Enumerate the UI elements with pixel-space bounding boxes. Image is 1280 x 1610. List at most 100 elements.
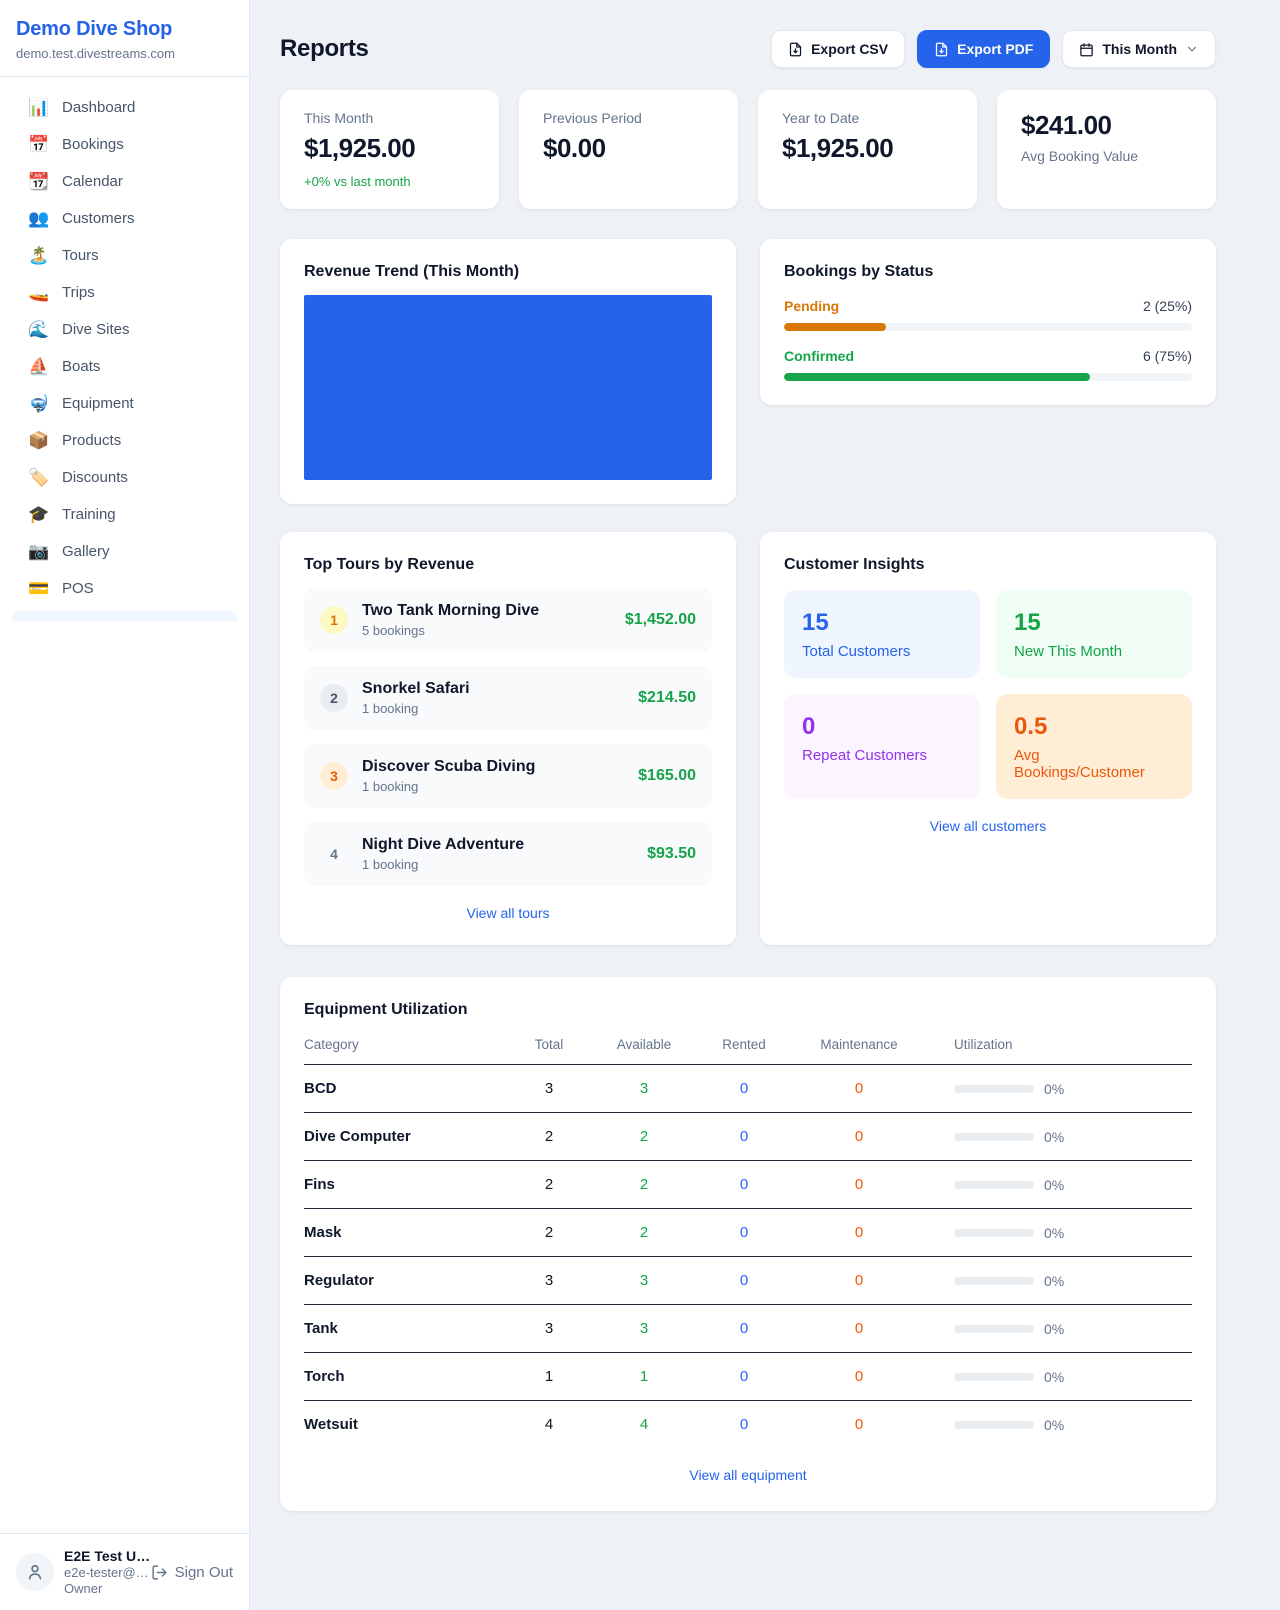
sidebar-item-discounts[interactable]: 🏷️ Discounts [12, 459, 237, 496]
sidebar-item-label: POS [62, 580, 94, 597]
sidebar-item-boats[interactable]: ⛵ Boats [12, 348, 237, 385]
equipment-category: Dive Computer [304, 1128, 411, 1145]
table-row: Regulator 3 3 0 0 0% [304, 1257, 1192, 1305]
top-tours-title: Top Tours by Revenue [304, 556, 475, 573]
utilization-percent: 0% [1044, 1176, 1065, 1193]
equipment-category: Torch [304, 1368, 345, 1385]
equipment-table: Category Total Available Rented Maintena… [304, 1037, 1192, 1448]
page-header: Reports Export CSV Export PDF [280, 30, 1216, 68]
equipment-rented: 0 [739, 1416, 749, 1433]
utilization-bar [954, 1276, 1034, 1285]
equipment-category: Wetsuit [304, 1416, 358, 1433]
sidebar-item-label: Customers [62, 210, 135, 227]
equipment-available: 2 [639, 1224, 649, 1241]
equipment-maintenance: 0 [854, 1320, 864, 1337]
sidebar-item-calendar[interactable]: 📆 Calendar [12, 163, 237, 200]
table-row: Torch 1 1 0 0 0% [304, 1353, 1192, 1401]
period-dropdown[interactable]: This Month [1062, 30, 1216, 68]
utilization-percent: 0% [1044, 1272, 1065, 1289]
insight-label: Avg Bookings/Customer [1014, 747, 1145, 781]
view-all-equipment-link[interactable]: View all equipment [689, 1467, 807, 1483]
tour-amount: $93.50 [647, 845, 696, 862]
stat-card-this-month: This Month $1,925.00 +0% vs last month [280, 90, 499, 209]
tour-amount: $214.50 [638, 689, 696, 706]
table-row: Wetsuit 4 4 0 0 0% [304, 1401, 1192, 1448]
revenue-trend-card: Revenue Trend (This Month) [280, 239, 736, 504]
utilization-bar [954, 1132, 1034, 1141]
insight-label: Total Customers [802, 643, 911, 660]
sidebar-item-gallery[interactable]: 📷 Gallery [12, 533, 237, 570]
tag-icon: 🏷️ [28, 468, 50, 487]
sidebar-item-reports-selected-clipped[interactable] [12, 611, 237, 621]
sidebar-item-label: Products [62, 432, 122, 449]
equipment-available: 1 [639, 1368, 649, 1385]
insight-repeat-customers: 0 Repeat Customers [784, 694, 980, 799]
insight-label: New This Month [1014, 643, 1123, 660]
sidebar-item-label: Trips [62, 284, 95, 301]
equipment-rented: 0 [739, 1272, 749, 1289]
export-csv-label: Export CSV [811, 41, 889, 57]
header-actions: Export CSV Export PDF This Month [771, 30, 1216, 68]
sidebar-item-trips[interactable]: 🚤 Trips [12, 274, 237, 311]
insights-grid: 15 Total Customers 15 New This Month 0 R… [784, 590, 1192, 799]
customers-icon: 👥 [28, 209, 50, 228]
sidebar-item-tours[interactable]: 🏝️ Tours [12, 237, 237, 274]
equipment-total: 4 [544, 1416, 554, 1433]
chevron-down-icon [1187, 46, 1197, 52]
sidebar-item-products[interactable]: 📦 Products [12, 422, 237, 459]
export-csv-button[interactable]: Export CSV [771, 30, 906, 68]
utilization-percent: 0% [1044, 1320, 1065, 1337]
equipment-rented: 0 [739, 1080, 749, 1097]
sidebar-item-label: Dashboard [62, 99, 136, 116]
equipment-maintenance: 0 [854, 1272, 864, 1289]
equipment-utilization-card: Equipment Utilization Category Total Ava… [280, 977, 1216, 1511]
insight-new-this-month: 15 New This Month [996, 590, 1192, 678]
file-download-icon [935, 42, 948, 56]
insight-avg-bookings-per-customer: 0.5 Avg Bookings/Customer [996, 694, 1192, 799]
status-progress-fill [784, 323, 886, 331]
insight-value: 15 [802, 609, 829, 636]
sidebar-item-training[interactable]: 🎓 Training [12, 496, 237, 533]
utilization-bar [954, 1372, 1034, 1381]
sidebar-item-label: Dive Sites [62, 321, 130, 338]
tour-row: 3 Discover Scuba Diving 1 booking $165.0… [304, 744, 712, 808]
equipment-category: Fins [304, 1176, 335, 1193]
tour-name: Two Tank Morning Dive [362, 602, 540, 619]
sidebar-item-equipment[interactable]: 🤿 Equipment [12, 385, 237, 422]
equipment-total: 3 [544, 1272, 554, 1289]
brand-block: Demo Dive Shop demo.test.divestreams.com [0, 0, 249, 77]
sidebar-item-bookings[interactable]: 📅 Bookings [12, 126, 237, 163]
sidebar-item-customers[interactable]: 👥 Customers [12, 200, 237, 237]
equipment-category: BCD [304, 1080, 337, 1097]
sidebar-item-pos[interactable]: 💳 POS [12, 570, 237, 607]
sign-out-button[interactable]: Sign Out [151, 1564, 233, 1581]
utilization-bar [954, 1084, 1034, 1093]
sidebar-item-dive-sites[interactable]: 🌊 Dive Sites [12, 311, 237, 348]
table-row: Dive Computer 2 2 0 0 0% [304, 1113, 1192, 1161]
equipment-rented: 0 [739, 1224, 749, 1241]
stat-delta: +0% vs last month [304, 174, 411, 189]
export-pdf-button[interactable]: Export PDF [917, 30, 1051, 68]
equipment-available: 2 [639, 1128, 649, 1145]
view-all-customers-link[interactable]: View all customers [929, 818, 1047, 834]
table-row: Mask 2 2 0 0 0% [304, 1209, 1192, 1257]
sidebar-item-label: Boats [62, 358, 101, 375]
tour-row: 2 Snorkel Safari 1 booking $214.50 [304, 666, 712, 730]
sidebar-item-dashboard[interactable]: 📊 Dashboard [12, 89, 237, 126]
rank-badge: 4 [330, 846, 338, 862]
sign-out-label: Sign Out [174, 1563, 233, 1581]
tour-name: Discover Scuba Diving [362, 758, 536, 775]
calendar-icon: 📆 [28, 172, 50, 191]
lists-row: Top Tours by Revenue 1 Two Tank Morning … [280, 532, 1216, 945]
status-row-pending: Pending 2 (25%) [784, 298, 1192, 331]
utilization-percent: 0% [1044, 1128, 1065, 1145]
sidebar: Demo Dive Shop demo.test.divestreams.com… [0, 0, 250, 1610]
equipment-available: 3 [639, 1080, 649, 1097]
avatar [16, 1553, 54, 1591]
view-all-tours-link[interactable]: View all tours [466, 905, 550, 921]
tour-row: 1 Two Tank Morning Dive 5 bookings $1,45… [304, 588, 712, 652]
table-row: Fins 2 2 0 0 0% [304, 1161, 1192, 1209]
equipment-rented: 0 [739, 1368, 749, 1385]
equipment-total: 2 [544, 1224, 554, 1241]
